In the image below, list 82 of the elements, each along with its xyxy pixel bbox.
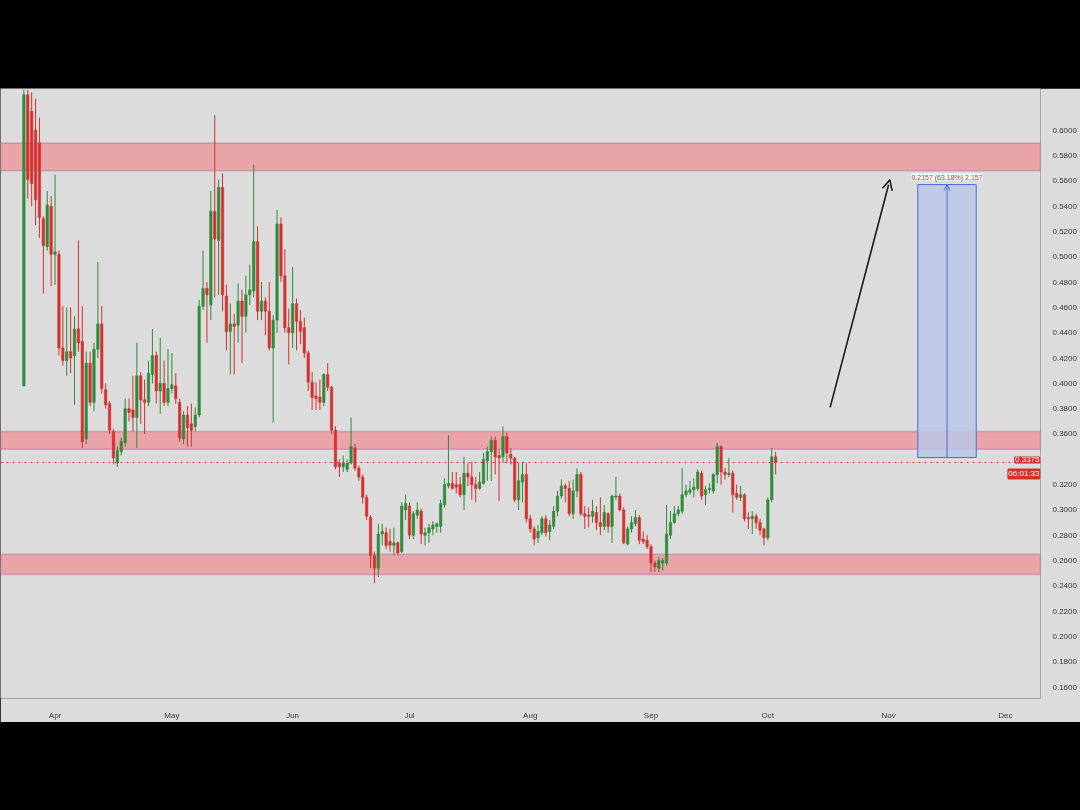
y-tick-label: 0.4200 bbox=[1052, 353, 1078, 363]
candlestick bbox=[205, 281, 209, 344]
candlestick bbox=[166, 348, 170, 407]
candlestick bbox=[587, 506, 591, 529]
x-tick-label: Apr bbox=[48, 710, 62, 720]
candlestick bbox=[53, 174, 57, 286]
candlestick bbox=[688, 480, 692, 496]
y-tick-label: 0.4800 bbox=[1052, 277, 1078, 287]
x-tick-label: May bbox=[164, 710, 180, 720]
x-tick-label: Aug bbox=[523, 710, 538, 720]
candlestick bbox=[598, 496, 602, 536]
candlestick bbox=[295, 298, 299, 351]
candlestick bbox=[544, 514, 548, 538]
candlestick bbox=[606, 511, 610, 534]
candlestick bbox=[65, 306, 69, 377]
y-tick-label: 0.5200 bbox=[1052, 227, 1078, 237]
candlestick bbox=[462, 456, 466, 511]
candlestick bbox=[731, 470, 735, 513]
candlestick bbox=[594, 505, 598, 531]
candlestick bbox=[427, 523, 431, 544]
x-tick-label: Jul bbox=[404, 710, 415, 720]
candlestick bbox=[750, 510, 754, 535]
candlestick bbox=[143, 379, 147, 435]
y-tick-label: 0.4400 bbox=[1052, 328, 1078, 338]
candlestick bbox=[259, 281, 263, 321]
candlestick bbox=[228, 303, 232, 376]
y-tick-label: 0.3200 bbox=[1052, 480, 1078, 490]
y-tick-label: 0.4600 bbox=[1052, 302, 1078, 312]
candlestick bbox=[388, 528, 392, 553]
x-tick-label: Jun bbox=[286, 710, 300, 720]
candlestick bbox=[392, 527, 396, 556]
candlestick bbox=[174, 372, 178, 405]
candlestick bbox=[591, 499, 595, 524]
annotation: 06:01:33 bbox=[1008, 469, 1041, 479]
y-tick-label: 0.5000 bbox=[1052, 252, 1078, 262]
y-tick-label: 0.5400 bbox=[1052, 201, 1078, 211]
candlestick bbox=[423, 527, 427, 546]
candlestick bbox=[458, 476, 462, 498]
candlestick bbox=[680, 467, 684, 515]
candlestick bbox=[454, 471, 458, 494]
y-tick-label: 0.3800 bbox=[1052, 404, 1078, 414]
candlestick bbox=[520, 461, 524, 503]
y-tick-label: 0.2600 bbox=[1052, 556, 1078, 566]
candlestick bbox=[240, 289, 244, 364]
candlestick bbox=[501, 425, 505, 464]
candlestick bbox=[704, 485, 708, 506]
y-tick-label: 0.5800 bbox=[1052, 151, 1078, 161]
x-tick-label: Dec bbox=[998, 710, 1013, 720]
candlestick bbox=[69, 306, 73, 374]
candlestick bbox=[232, 313, 236, 376]
candlestick bbox=[700, 470, 704, 501]
y-tick-label: 0.3600 bbox=[1052, 429, 1078, 439]
ref-line-label: 0.3375 bbox=[1015, 455, 1041, 465]
candlestick bbox=[637, 514, 641, 545]
candlestick bbox=[162, 360, 166, 407]
y-tick-label: 0.5600 bbox=[1052, 176, 1078, 186]
y-tick-label: 0.2200 bbox=[1052, 606, 1078, 616]
x-tick-label: Nov bbox=[881, 710, 896, 720]
y-tick-label: 0.1600 bbox=[1052, 682, 1078, 692]
x-tick-label: Sep bbox=[643, 710, 659, 720]
candlestick bbox=[384, 527, 388, 550]
candlestick bbox=[158, 337, 162, 415]
candlestick bbox=[602, 504, 606, 531]
candlestick bbox=[189, 403, 193, 448]
candlestick bbox=[727, 457, 731, 478]
y-tick-label: 0.4000 bbox=[1052, 378, 1078, 388]
y-tick-label: 0.3000 bbox=[1052, 505, 1078, 515]
candlestick bbox=[131, 375, 135, 432]
candlestick bbox=[696, 468, 700, 492]
candlestick bbox=[517, 462, 521, 511]
x-tick-label: Oct bbox=[761, 710, 775, 720]
y-tick-label: 0.2800 bbox=[1052, 530, 1078, 540]
candlestick bbox=[474, 476, 478, 503]
y-tick-label: 0.6000 bbox=[1052, 125, 1078, 135]
candlestick bbox=[318, 379, 322, 411]
candlestick bbox=[489, 436, 493, 482]
y-tick-label: 0.2400 bbox=[1052, 581, 1078, 591]
candlestick bbox=[411, 510, 415, 540]
y-tick-label: 0.1800 bbox=[1052, 657, 1078, 667]
y-tick-label: 0.2000 bbox=[1052, 631, 1078, 641]
candlestick bbox=[419, 508, 423, 545]
candlestick bbox=[774, 451, 778, 475]
